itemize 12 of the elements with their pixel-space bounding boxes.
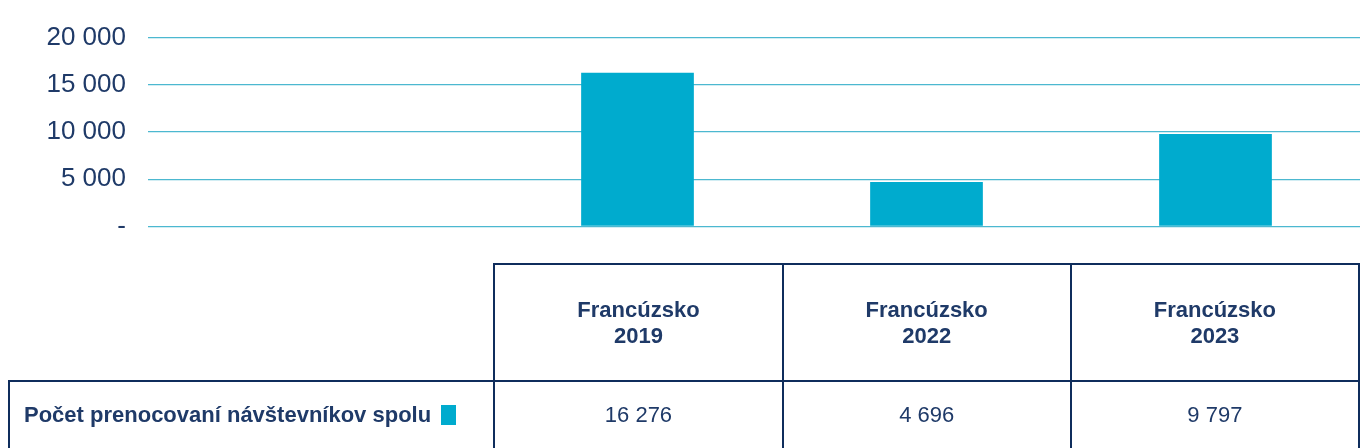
x-tick-label: Francúzsko 2023 — [1070, 264, 1359, 381]
x-tick-label: Francúzsko 2022 — [782, 264, 1071, 381]
data-label: 4 696 — [782, 381, 1071, 448]
y-tick-label: 10 000 — [46, 115, 126, 146]
data-label: 9 797 — [1070, 381, 1359, 448]
y-tick-label: 15 000 — [46, 67, 126, 98]
y-tick-label: 20 000 — [46, 20, 126, 51]
y-tick-label: 5 000 — [60, 162, 126, 193]
y-tick-label: - — [117, 209, 126, 240]
x-tick-label: Francúzsko 2019 — [494, 264, 783, 381]
legend-label: Počet prenocovaní návštevníkov spolu — [9, 381, 495, 448]
data-label: 16 276 — [494, 381, 783, 448]
